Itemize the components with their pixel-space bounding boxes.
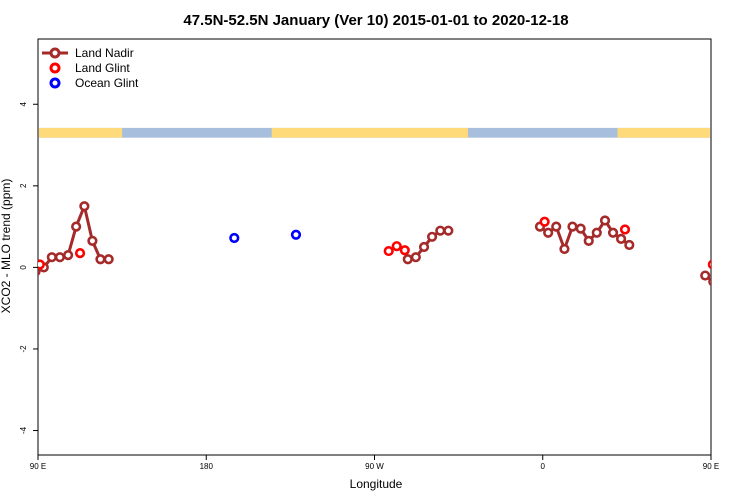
y-tick-label-1: -2 xyxy=(19,345,28,353)
series-layer xyxy=(24,201,750,287)
y-tick-label-2: 0 xyxy=(19,265,28,270)
point-land-glint-2 xyxy=(383,245,394,257)
point-land-nadir-15 xyxy=(435,225,446,236)
series-ocean-glint xyxy=(229,229,302,244)
legend-marker-ocean-glint xyxy=(49,77,61,89)
point-land-nadir-1 xyxy=(38,266,41,276)
series-land-glint xyxy=(38,216,711,270)
legend-label-ocean-glint: Ocean Glint xyxy=(75,76,139,90)
legend-item-land-nadir: Land Nadir xyxy=(42,46,134,60)
point-land-nadir-19 xyxy=(551,221,562,232)
point-land-nadir-29 xyxy=(700,270,711,281)
point-ocean-glint-0 xyxy=(229,232,240,244)
y-axis-label: XCO2 - MLO trend (ppm) xyxy=(0,179,13,314)
point-land-nadir-24 xyxy=(591,227,602,238)
point-land-nadir-31 xyxy=(718,268,726,276)
point-land-nadir-34 xyxy=(742,253,750,261)
point-land-nadir-23 xyxy=(583,235,594,246)
x-tick-label-4: 90 E xyxy=(703,462,719,471)
legend: Land Nadir Land Glint Ocean Glint xyxy=(42,46,139,90)
point-land-glint-1 xyxy=(74,248,86,259)
point-land-glint-7 xyxy=(707,259,711,270)
plot-frame xyxy=(37,38,712,456)
legend-marker-land-glint xyxy=(49,62,61,74)
point-land-nadir-12 xyxy=(410,252,421,263)
point-land-nadir-8 xyxy=(87,235,98,246)
point-land-nadir-4 xyxy=(54,252,65,263)
point-land-nadir-13 xyxy=(418,241,430,253)
point-land-nadir-33 xyxy=(734,253,742,261)
point-land-nadir-22 xyxy=(575,223,586,234)
point-land-nadir-9 xyxy=(95,254,106,265)
point-land-nadir-20 xyxy=(559,243,570,255)
x-tick-label-1: 180 xyxy=(200,462,214,471)
y-tick-label-4: 4 xyxy=(19,101,28,106)
legend-label-land-nadir: Land Nadir xyxy=(75,46,134,60)
x-tick-label-0: 90 E xyxy=(30,462,46,471)
point-land-nadir-11 xyxy=(402,254,413,265)
legend-marker-land-nadir xyxy=(49,47,61,59)
x-tick-label-2: 90 W xyxy=(365,462,384,471)
point-land-glint-5 xyxy=(539,216,550,227)
point-land-nadir-28 xyxy=(624,239,635,251)
point-land-glint-6 xyxy=(619,224,631,235)
land-ocean-strip xyxy=(39,127,710,138)
series-land-nadir xyxy=(24,201,750,287)
point-land-nadir-7 xyxy=(79,201,90,212)
chart-title: 47.5N-52.5N January (Ver 10) 2015-01-01 … xyxy=(183,12,568,29)
x-axis-label: Longitude xyxy=(350,477,403,491)
point-land-nadir-16 xyxy=(443,225,454,236)
point-land-nadir-26 xyxy=(607,227,619,238)
point-land-nadir-10 xyxy=(103,254,114,265)
y-tick-label-0: -4 xyxy=(19,426,28,434)
point-land-nadir-27 xyxy=(615,233,627,244)
point-land-nadir-14 xyxy=(426,231,438,242)
land-band-2 xyxy=(617,127,710,138)
point-land-glint-3 xyxy=(391,241,402,252)
legend-label-land-glint: Land Glint xyxy=(75,61,130,75)
point-land-nadir-30 xyxy=(708,277,711,287)
point-land-nadir-32 xyxy=(726,264,734,272)
point-land-nadir-3 xyxy=(46,252,57,263)
legend-item-land-glint: Land Glint xyxy=(49,61,130,75)
point-ocean-glint-1 xyxy=(290,229,302,240)
land-band-0 xyxy=(39,127,123,138)
point-land-glint-4 xyxy=(399,245,410,256)
axes: 90 E 180 90 W 0 90 E -4 -2 0 2 4 xyxy=(19,101,719,471)
x-tick-label-3: 0 xyxy=(541,462,546,471)
point-land-nadir-21 xyxy=(567,221,578,232)
point-land-nadir-18 xyxy=(543,227,554,238)
point-land-glint-0 xyxy=(38,259,45,270)
point-land-nadir-5 xyxy=(62,250,74,261)
legend-item-ocean-glint: Ocean Glint xyxy=(49,76,139,90)
point-land-nadir-6 xyxy=(71,221,82,232)
point-land-nadir-0 xyxy=(24,278,32,286)
y-tick-label-3: 2 xyxy=(19,183,28,188)
land-band-1 xyxy=(271,127,468,138)
point-land-nadir-25 xyxy=(599,215,611,226)
